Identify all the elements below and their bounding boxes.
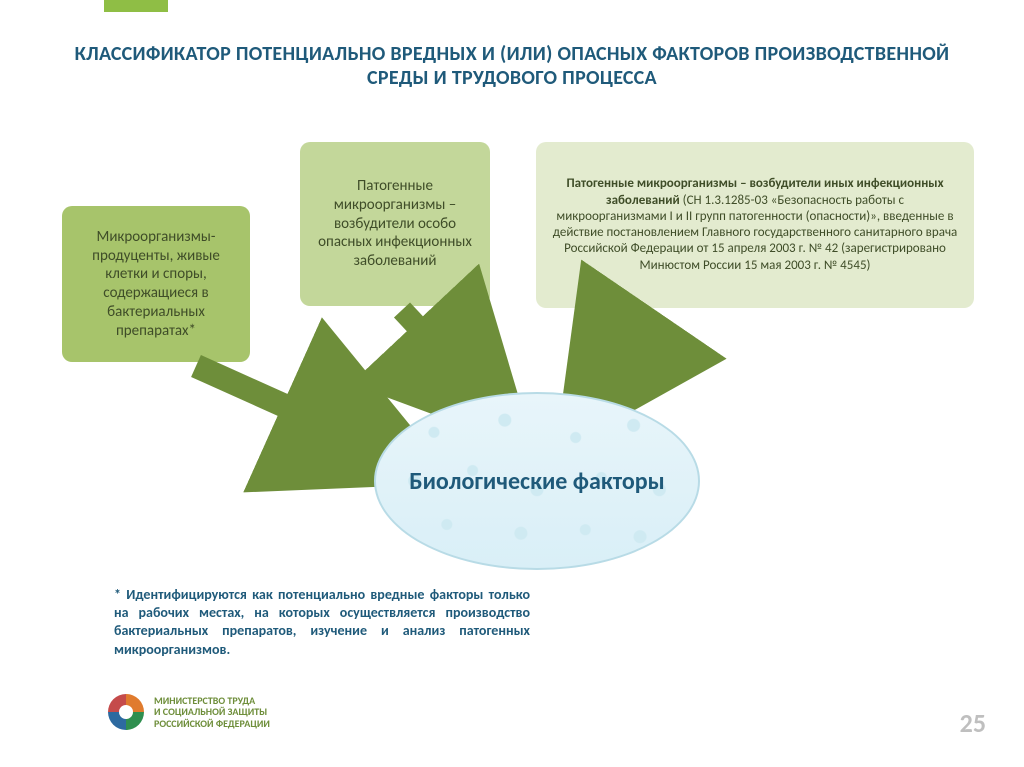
factor-box-3-text: Патогенные микроорганизмы – возбудители … (550, 176, 960, 274)
ministry-logo-icon (108, 694, 144, 730)
footnote: * Идентифицируются как потенциально вред… (114, 586, 530, 659)
top-accent-tab (104, 0, 168, 12)
factor-box-1-text: Микроорганизмы-продуценты, живые клетки … (76, 228, 236, 341)
slide-title: КЛАССИФИКАТОР ПОТЕНЦИАЛЬНО ВРЕДНЫХ И (ИЛ… (50, 42, 974, 90)
arrow-1 (196, 366, 392, 454)
arrow-3 (592, 312, 652, 400)
factor-box-2: Патогенные микроорганизмы – возбудители … (300, 142, 490, 306)
center-label: Биологические факторы (409, 467, 665, 496)
center-ellipse: Биологические факторы (374, 392, 700, 570)
ministry-line3: РОССИЙСКОЙ ФЕДЕРАЦИИ (154, 718, 270, 730)
ministry-text: МИНИСТЕРСТВО ТРУДА И СОЦИАЛЬНОЙ ЗАЩИТЫ Р… (154, 695, 270, 730)
factor-box-1: Микроорганизмы-продуценты, живые клетки … (62, 206, 250, 362)
page-number: 25 (960, 707, 986, 739)
arrow-2 (402, 310, 490, 404)
factor-box-2-text: Патогенные микроорганизмы – возбудители … (314, 177, 476, 271)
ministry-block: МИНИСТЕРСТВО ТРУДА И СОЦИАЛЬНОЙ ЗАЩИТЫ Р… (108, 694, 270, 730)
factor-box-3: Патогенные микроорганизмы – возбудители … (536, 142, 974, 308)
